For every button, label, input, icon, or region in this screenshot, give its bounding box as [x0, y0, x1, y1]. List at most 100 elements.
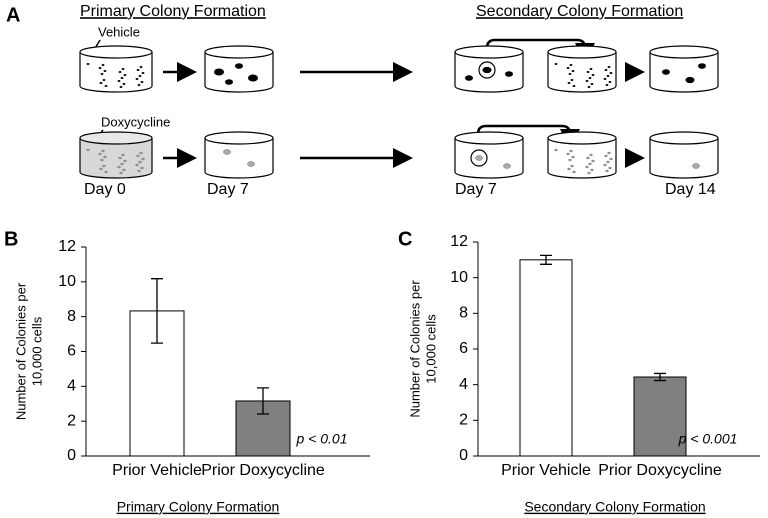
error-bar	[540, 254, 552, 265]
colony	[98, 152, 102, 156]
colony	[140, 166, 144, 170]
colony	[135, 163, 139, 167]
colony	[569, 64, 573, 66]
panel-a: A Primary Colony Formation Secondary Col…	[6, 3, 719, 198]
annotation: p < 0.001	[678, 431, 738, 447]
colony	[586, 71, 590, 73]
y-tick-label: 4	[459, 376, 468, 393]
colony	[571, 155, 575, 159]
colony	[141, 72, 145, 74]
colony	[591, 74, 595, 76]
colony	[570, 79, 574, 81]
colony	[609, 72, 613, 74]
colony	[566, 152, 570, 156]
colony	[86, 63, 90, 65]
colony	[568, 73, 572, 75]
arrows	[86, 38, 645, 168]
colony	[118, 71, 122, 73]
y-axis-label: Number of Colonies per	[407, 280, 422, 418]
x-tick-label: Prior Vehicle	[501, 462, 591, 479]
colony	[589, 68, 593, 70]
colony	[99, 82, 103, 84]
colony	[482, 66, 492, 74]
colony	[589, 153, 593, 157]
y-tick-label: 12	[450, 233, 468, 250]
colony	[572, 85, 576, 87]
colony	[103, 70, 107, 72]
y-tick-label: 6	[67, 343, 76, 360]
colony	[591, 159, 595, 163]
x-axis-label: Primary Colony Formation	[117, 499, 280, 515]
y-tick-label: 10	[58, 273, 76, 290]
dish-rim	[649, 45, 719, 59]
bar	[633, 376, 687, 457]
colony	[117, 80, 121, 82]
error-bar	[257, 387, 269, 415]
colony	[554, 148, 558, 152]
y-tick-label: 2	[459, 412, 468, 429]
colony	[137, 169, 141, 173]
colony	[104, 170, 108, 174]
colony	[100, 73, 104, 75]
dish	[649, 52, 719, 93]
colony	[698, 63, 706, 69]
colony	[607, 66, 611, 68]
colony	[604, 154, 608, 158]
colony	[588, 77, 592, 79]
colony	[248, 74, 258, 82]
colony	[585, 165, 589, 169]
colony	[606, 75, 610, 77]
colony	[120, 162, 124, 166]
dish	[204, 138, 274, 179]
dish	[649, 138, 719, 179]
colony	[119, 171, 123, 175]
colony	[685, 76, 695, 84]
dish-rim	[649, 131, 719, 145]
colony	[102, 79, 106, 81]
colony	[223, 149, 231, 155]
y-axis-label: 10,000 cells	[423, 314, 438, 384]
dish	[204, 52, 274, 93]
x-tick-label: Prior Doxycycline	[201, 462, 325, 479]
y-tick-label: 10	[450, 269, 468, 286]
colony	[102, 164, 106, 168]
colony	[566, 67, 570, 69]
colony	[608, 81, 612, 83]
day-label: Day 14	[665, 181, 716, 198]
colony	[604, 69, 608, 71]
colony	[86, 148, 90, 152]
panel-label: A	[6, 4, 20, 26]
y-tick-label: 0	[459, 447, 468, 464]
colony	[117, 165, 121, 169]
colony	[98, 67, 102, 69]
dish-rim	[547, 45, 617, 59]
colony	[123, 74, 127, 76]
y-tick-label: 6	[459, 340, 468, 357]
y-tick-label: 8	[459, 305, 468, 322]
colony	[139, 151, 143, 155]
day-label: Day 0	[84, 181, 126, 198]
y-tick-label: 12	[58, 238, 76, 255]
colony	[587, 171, 591, 175]
colony	[120, 77, 124, 79]
day-label: Day 7	[207, 181, 249, 198]
colony	[605, 84, 609, 86]
colony	[139, 66, 143, 68]
colony	[121, 68, 125, 70]
dish-rim	[454, 45, 524, 59]
dish-rim	[547, 131, 617, 145]
colony	[122, 168, 126, 172]
colony	[567, 167, 571, 171]
colony	[103, 155, 107, 159]
colony	[588, 162, 592, 166]
y-axis-label: 10,000 cells	[29, 316, 44, 386]
x-tick-label: Prior Vehicle	[112, 462, 202, 479]
colony	[568, 158, 572, 162]
colony	[606, 160, 610, 164]
y-tick-label: 4	[67, 378, 76, 395]
colony	[662, 69, 670, 75]
colony	[135, 78, 139, 80]
colony	[137, 84, 141, 86]
colony	[608, 166, 612, 170]
colony	[99, 167, 103, 171]
